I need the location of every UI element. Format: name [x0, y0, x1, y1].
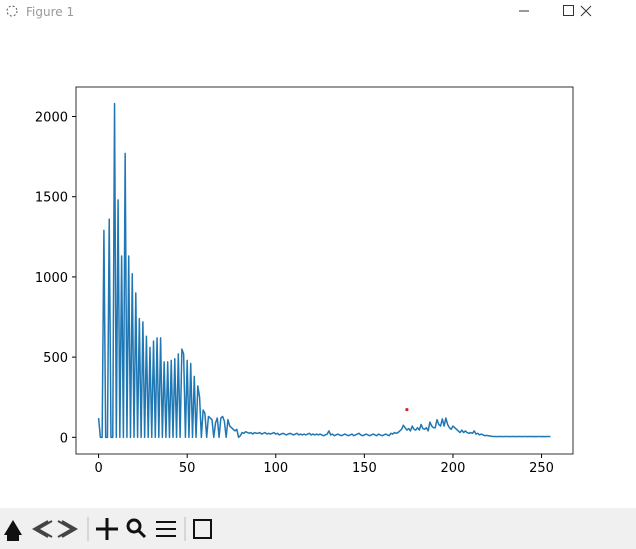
- y-tick-label: 2000: [35, 111, 68, 126]
- axes-frame: [75, 86, 574, 455]
- save-button[interactable]: [193, 519, 212, 539]
- configure-button[interactable]: [156, 521, 176, 537]
- title-bar-icons: [6, 5, 592, 17]
- toolbar: [0, 508, 636, 549]
- x-tick-label: 150: [352, 461, 377, 476]
- y-tick-label: 1500: [35, 191, 68, 206]
- home-button[interactable]: [4, 520, 22, 541]
- x-tick-label: 250: [529, 461, 554, 476]
- close-button[interactable]: [580, 5, 592, 17]
- x-tick-label: 200: [441, 461, 466, 476]
- x-tick-label: 50: [179, 461, 196, 476]
- forward-button[interactable]: [57, 520, 79, 538]
- zoom-handle: [136, 528, 147, 539]
- title-bar: Figure 1: [0, 0, 636, 24]
- y-tick-label: 1000: [35, 271, 68, 286]
- app-icon: [6, 5, 18, 17]
- marker-point: [405, 407, 409, 412]
- toolbar-icons: [4, 517, 212, 541]
- data-line: [97, 102, 551, 439]
- pan-button[interactable]: [96, 518, 118, 540]
- y-tick-label: 0: [60, 431, 68, 446]
- x-tick-label: 0: [94, 461, 102, 476]
- window-title: Figure 1: [26, 5, 75, 19]
- back-button[interactable]: [31, 520, 53, 538]
- y-tick-label: 500: [43, 351, 68, 366]
- figure: 0 50 100 150 200 250 0 500 1000 1500 2000: [35, 86, 574, 476]
- maximize-button[interactable]: [563, 5, 574, 16]
- zoom-button[interactable]: [126, 518, 142, 534]
- x-tick-label: 100: [263, 461, 288, 476]
